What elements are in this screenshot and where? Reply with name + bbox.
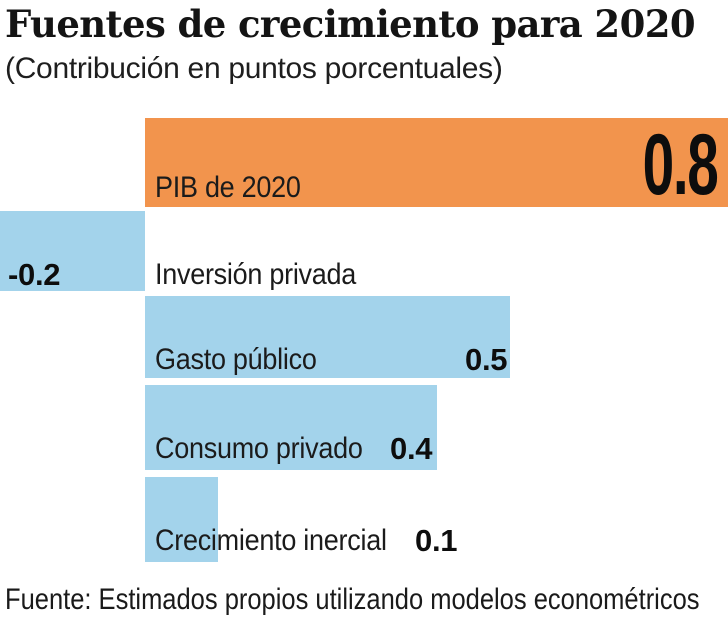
- bar-value-inversion-privada: -0.2: [8, 257, 61, 292]
- bar-value-consumo-privado: 0.4: [390, 431, 433, 466]
- bar-inversion-privada: [0, 211, 145, 291]
- bar-crecimiento-inercial: [145, 477, 218, 562]
- bar-pib-2020: [145, 118, 728, 207]
- bar-label-consumo-privado: Consumo privado: [155, 432, 363, 465]
- bar-value-pib-2020: 0.8: [643, 117, 719, 213]
- bar-consumo-privado: [145, 385, 437, 470]
- source-note: Fuente: Estimados propios utilizando mod…: [5, 583, 700, 616]
- chart-title: Fuentes de crecimiento para 2020: [5, 2, 696, 46]
- bar-label-inversion-privada: Inversión privada: [155, 258, 357, 291]
- chart-subtitle: (Contribución en puntos porcentuales): [5, 52, 503, 85]
- bar-gasto-publico: [145, 296, 510, 378]
- bar-value-crecimiento-inercial: 0.1: [415, 523, 458, 558]
- bar-label-gasto-publico: Gasto público: [155, 343, 317, 376]
- bar-label-pib-2020: PIB de 2020: [155, 171, 301, 204]
- bar-value-gasto-publico: 0.5: [465, 342, 508, 377]
- bar-label-crecimiento-inercial: Crecimiento inercial: [155, 524, 387, 557]
